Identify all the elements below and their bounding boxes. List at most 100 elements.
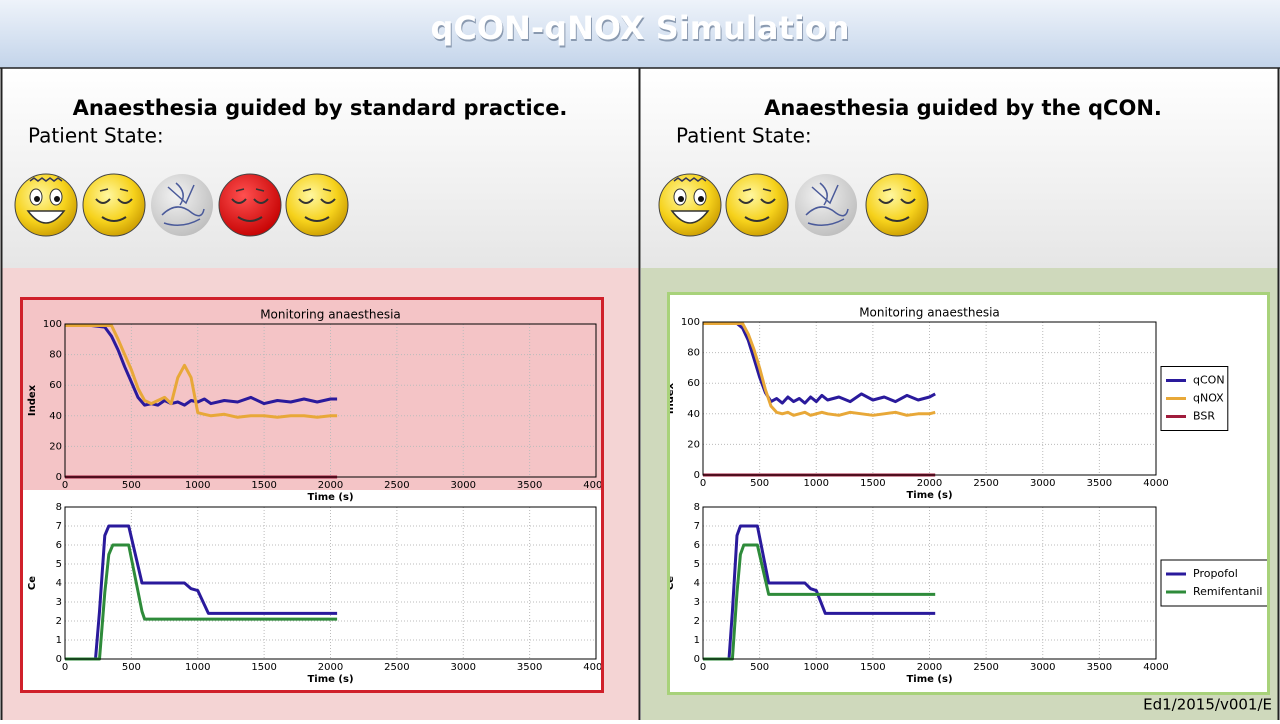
x-tick-label: 3000 — [451, 662, 476, 673]
series-line — [703, 322, 936, 405]
legend-label: BSR — [1193, 410, 1215, 423]
plot-frame — [64, 506, 597, 660]
x-tick-label: 3000 — [1030, 478, 1055, 489]
chart-title: Monitoring anaesthesia — [260, 308, 401, 322]
y-tick-label: 2 — [694, 616, 700, 627]
x-tick-label: 3000 — [451, 480, 476, 491]
panel-title: Anaesthesia guided by standard practice. — [73, 96, 568, 120]
face-surgery — [794, 173, 858, 237]
x-tick-label: 3500 — [517, 480, 542, 491]
x-tick-label: 500 — [750, 478, 769, 489]
x-tick-label: 2500 — [384, 662, 409, 673]
x-axis-label: Time (s) — [906, 490, 952, 501]
y-tick-label: 100 — [43, 319, 62, 330]
x-tick-label: 500 — [750, 662, 769, 673]
y-tick-label: 40 — [49, 411, 62, 422]
x-tick-label: 4000 — [583, 662, 608, 673]
y-tick-label: 0 — [694, 470, 700, 481]
plot-frame — [64, 323, 597, 478]
x-tick-label: 4000 — [583, 480, 608, 491]
y-tick-label: 7 — [56, 521, 62, 532]
y-tick-label: 8 — [694, 502, 700, 513]
y-tick-label: 40 — [687, 409, 700, 420]
legend — [1160, 559, 1267, 607]
y-tick-label: 4 — [694, 578, 700, 589]
y-tick-label: 1 — [56, 635, 62, 646]
right-frame — [667, 292, 1270, 695]
x-tick-label: 1000 — [185, 662, 210, 673]
x-tick-label: 1500 — [251, 662, 276, 673]
series-line — [703, 543, 936, 661]
y-tick-label: 5 — [56, 559, 62, 570]
x-tick-label: 4000 — [1143, 478, 1168, 489]
y-tick-label: 5 — [694, 559, 700, 570]
y-tick-label: 20 — [687, 439, 700, 450]
y-tick-label: 20 — [49, 441, 62, 452]
y-tick-label: 1 — [694, 635, 700, 646]
y-tick-label: 4 — [56, 578, 62, 589]
series-line — [65, 324, 338, 419]
legend-label: qNOX — [1193, 392, 1224, 405]
face-calm — [865, 173, 929, 237]
x-tick-label: 0 — [700, 478, 706, 489]
x-tick-label: 2000 — [917, 662, 942, 673]
header-title-shadow: qCON-qNOX Simulation — [432, 11, 851, 49]
y-tick-label: 80 — [49, 350, 62, 361]
right-charts: 0 500 1000 1500 2000 2500 3000 3500 400002040608… — [665, 306, 1267, 685]
series-line — [65, 543, 338, 661]
series-line — [703, 524, 936, 661]
y-tick-label: 6 — [694, 540, 700, 551]
x-axis-label: Time (s) — [906, 674, 952, 685]
face-surgery — [150, 173, 214, 237]
state-label: Patient State: — [28, 124, 164, 148]
footer: Ed1/2015/v001/E — [1143, 696, 1272, 714]
x-tick-label: 3500 — [1087, 662, 1112, 673]
x-tick-label: 1000 — [804, 662, 829, 673]
y-axis-label: Ce — [665, 576, 676, 590]
y-tick-label: 0 — [56, 654, 62, 665]
x-tick-label: 0 — [62, 662, 68, 673]
x-tick-label: 500 — [122, 662, 141, 673]
x-tick-label: 2000 — [318, 480, 343, 491]
series-line — [65, 324, 338, 407]
y-tick-label: 7 — [694, 521, 700, 532]
x-axis-label: Time (s) — [307, 674, 353, 685]
x-tick-label: 3500 — [517, 662, 542, 673]
y-tick-label: 3 — [56, 597, 62, 608]
legend-label: Remifentanil — [1193, 585, 1262, 598]
y-tick-label: 8 — [56, 502, 62, 513]
x-tick-label: 2000 — [318, 662, 343, 673]
face-awake — [658, 173, 722, 237]
plot-frame — [702, 321, 1157, 476]
series-line — [65, 524, 338, 661]
x-tick-label: 2500 — [973, 478, 998, 489]
face-alarm — [218, 173, 282, 237]
x-tick-label: 3500 — [1087, 478, 1112, 489]
x-tick-label: 2500 — [973, 662, 998, 673]
y-axis-label: Index — [27, 384, 38, 416]
panel-title: Anaesthesia guided by the qCON. — [764, 96, 1162, 120]
header-title: qCON-qNOX Simulation — [431, 9, 850, 47]
y-tick-label: 80 — [687, 348, 700, 359]
legend-label: Propofol — [1193, 567, 1238, 580]
header — [0, 0, 1280, 68]
y-tick-label: 6 — [56, 540, 62, 551]
x-tick-label: 1500 — [251, 480, 276, 491]
plot-frame — [702, 506, 1157, 660]
x-tick-label: 1000 — [185, 480, 210, 491]
y-tick-label: 2 — [56, 616, 62, 627]
face-calm — [725, 173, 789, 237]
x-tick-label: 0 — [700, 662, 706, 673]
y-axis-label: Ce — [27, 576, 38, 590]
y-tick-label: 60 — [687, 378, 700, 389]
x-tick-label: 2000 — [917, 478, 942, 489]
x-tick-label: 1500 — [860, 478, 885, 489]
alarm-shade — [23, 300, 601, 490]
y-axis-label: Index — [665, 382, 676, 414]
series-line — [703, 322, 936, 417]
chart-title: Monitoring anaesthesia — [859, 306, 1000, 320]
x-tick-label: 4000 — [1143, 662, 1168, 673]
y-tick-label: 0 — [694, 654, 700, 665]
